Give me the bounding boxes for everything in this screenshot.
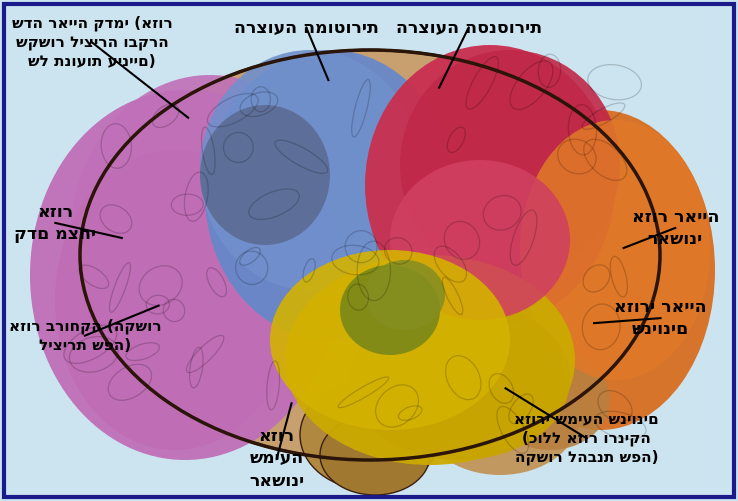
Text: אזור ראייה
ראשוני: אזור ראייה ראשוני <box>632 208 719 248</box>
Ellipse shape <box>390 160 570 320</box>
Ellipse shape <box>270 250 510 430</box>
Text: אזור
קדם מצחי: אזור קדם מצחי <box>14 203 97 243</box>
Ellipse shape <box>420 355 580 475</box>
Ellipse shape <box>350 300 570 460</box>
Text: הרצועה המוטורית: הרצועה המוטורית <box>234 19 379 37</box>
Text: שדה ראייה קדמי (אזור
שקשור ליצירה ובקרה
של תנועות עיניים): שדה ראייה קדמי (אזור שקשור ליצירה ובקרה … <box>12 16 173 69</box>
Ellipse shape <box>205 50 455 340</box>
Ellipse shape <box>365 45 615 325</box>
Ellipse shape <box>400 50 620 280</box>
Text: אזורי ראייה
שניונים: אזורי ראייה שניונים <box>614 298 707 338</box>
Ellipse shape <box>520 120 710 380</box>
Text: הרצועה הסנסורית: הרצועה הסנסורית <box>396 19 542 37</box>
Ellipse shape <box>485 110 715 430</box>
Ellipse shape <box>200 105 330 245</box>
Ellipse shape <box>285 255 575 465</box>
Text: אזור
שמיעה
ראשוני: אזור שמיעה ראשוני <box>249 427 304 489</box>
Ellipse shape <box>80 50 660 460</box>
Ellipse shape <box>70 75 350 405</box>
Ellipse shape <box>320 415 430 495</box>
Ellipse shape <box>490 350 610 450</box>
Ellipse shape <box>30 90 340 460</box>
Ellipse shape <box>365 260 445 330</box>
Ellipse shape <box>300 380 440 490</box>
Text: אזור ברוחקה (הקשור
ליצירת שפה): אזור ברוחקה (הקשור ליצירת שפה) <box>9 319 161 353</box>
Ellipse shape <box>55 150 295 450</box>
Ellipse shape <box>200 50 420 290</box>
Text: אזורי שמיעה שניונים
(כולל אזור ורניקה
הקשור להבנת שפה): אזורי שמיעה שניונים (כולל אזור ורניקה הק… <box>514 412 659 465</box>
Ellipse shape <box>340 265 440 355</box>
